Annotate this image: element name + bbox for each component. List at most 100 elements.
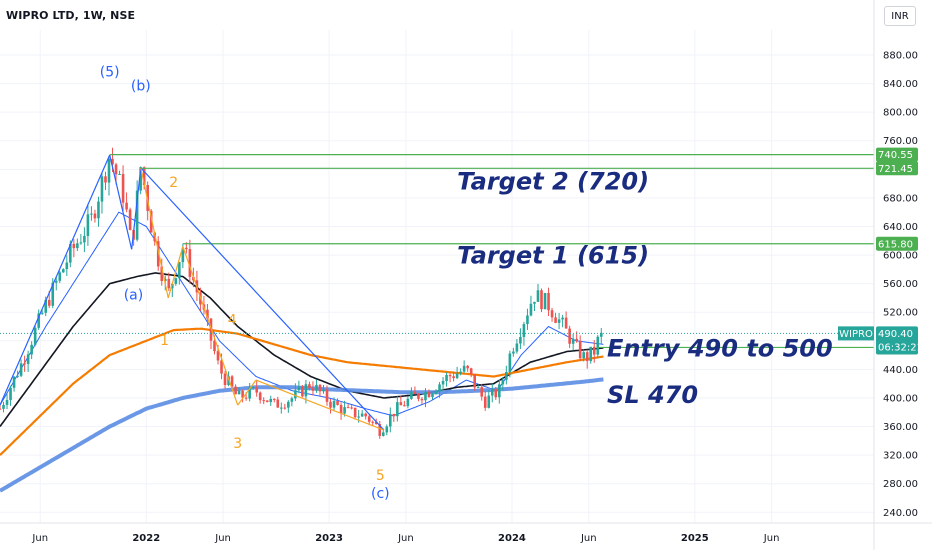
time-tick-label: Jun bbox=[397, 533, 414, 544]
candle-body bbox=[505, 372, 508, 380]
candle-body bbox=[156, 241, 160, 267]
grid bbox=[0, 30, 874, 523]
candle-body bbox=[550, 310, 554, 318]
candle-body bbox=[47, 299, 51, 306]
candle-body bbox=[44, 299, 48, 313]
candle-body bbox=[466, 365, 469, 369]
candle-body bbox=[410, 391, 413, 399]
candle-body bbox=[522, 324, 526, 337]
candle-body bbox=[385, 426, 389, 433]
trendline-blue bbox=[109, 154, 133, 250]
candle-body bbox=[599, 332, 603, 337]
candle-body bbox=[118, 173, 121, 175]
candle-body bbox=[244, 397, 248, 399]
candle-body bbox=[353, 407, 357, 418]
price-axis[interactable]: 880.00840.00800.00760.00720.00680.00640.… bbox=[838, 0, 923, 550]
candle-body bbox=[564, 317, 568, 329]
candle-body bbox=[399, 402, 403, 406]
last-price-tag bbox=[876, 326, 918, 355]
trendlines bbox=[0, 154, 385, 431]
candle-body bbox=[83, 235, 86, 243]
candle-body bbox=[448, 374, 452, 377]
candle-body bbox=[367, 416, 371, 422]
candle-body bbox=[350, 407, 353, 409]
candle-body bbox=[417, 393, 420, 399]
candle-body bbox=[329, 401, 332, 408]
candle-body bbox=[396, 402, 399, 417]
candle-body bbox=[76, 243, 79, 249]
candle-body bbox=[79, 242, 83, 244]
candle-body bbox=[483, 396, 487, 408]
time-tick-label: 2023 bbox=[315, 533, 343, 544]
candle-body bbox=[262, 400, 266, 402]
level-615-tag-label: 615.80 bbox=[878, 239, 913, 250]
candle-body bbox=[455, 373, 459, 379]
candle-body bbox=[51, 282, 55, 306]
candle-body bbox=[473, 374, 476, 388]
wave-label: 5 bbox=[376, 468, 385, 484]
candle-body bbox=[459, 371, 462, 374]
candle-body bbox=[480, 387, 484, 397]
time-axis[interactable]: Jun 2022 Jun 2023 Jun 2024 Jun 2025 Jun bbox=[0, 522, 932, 544]
time-tick-label: 2024 bbox=[498, 533, 526, 544]
symbol-tag-label: WIPRO bbox=[839, 329, 873, 340]
candle-body bbox=[230, 376, 234, 387]
candle-body bbox=[58, 272, 62, 281]
candle-body bbox=[149, 210, 153, 233]
candle-body bbox=[540, 290, 543, 310]
candle-body bbox=[128, 209, 132, 230]
level-740-tag bbox=[876, 147, 918, 162]
price-tick-label: 400.00 bbox=[883, 393, 918, 404]
candle-body bbox=[104, 176, 107, 183]
candle-body bbox=[69, 243, 72, 263]
time-tick-label: Jun bbox=[763, 533, 780, 544]
candle-body bbox=[304, 384, 308, 397]
candle-body bbox=[114, 164, 118, 175]
candle-body bbox=[571, 338, 575, 344]
candle-body bbox=[374, 421, 378, 425]
currency-button[interactable]: INR bbox=[884, 6, 916, 26]
last-price-label: 490.40 bbox=[878, 329, 913, 340]
candle-body bbox=[498, 384, 501, 398]
candle-body bbox=[97, 201, 100, 219]
candle-body bbox=[322, 389, 325, 392]
candle-body bbox=[174, 278, 178, 284]
price-tick-label: 280.00 bbox=[883, 479, 918, 490]
candle-body bbox=[582, 352, 585, 359]
candle-body bbox=[272, 398, 276, 400]
candle-body bbox=[107, 159, 111, 183]
candle-body bbox=[424, 391, 427, 401]
candle-body bbox=[308, 384, 311, 389]
candle-body bbox=[178, 262, 181, 279]
candle-body bbox=[223, 373, 227, 386]
candles bbox=[0, 147, 603, 439]
candle-body bbox=[12, 376, 16, 388]
candle-body bbox=[23, 363, 26, 365]
candle-body bbox=[170, 283, 174, 289]
candle-body bbox=[255, 387, 258, 393]
candle-body bbox=[519, 336, 522, 344]
price-tick-label: 800.00 bbox=[883, 108, 918, 119]
candle-body bbox=[431, 393, 434, 398]
candle-body bbox=[318, 384, 322, 392]
time-tick-label: 2025 bbox=[681, 533, 709, 544]
candle-body bbox=[2, 404, 5, 409]
level-721-tag-label: 721.45 bbox=[878, 164, 913, 175]
candle-body bbox=[403, 405, 406, 407]
candle-body bbox=[381, 432, 385, 436]
candle-body bbox=[413, 391, 417, 394]
candle-body bbox=[332, 401, 336, 408]
candle-body bbox=[339, 404, 343, 414]
candle-body bbox=[188, 249, 192, 277]
candle-body bbox=[160, 266, 164, 282]
wave-label: (5) bbox=[100, 64, 120, 80]
candle-body bbox=[276, 399, 280, 408]
symbol-tag bbox=[838, 326, 874, 341]
candle-body bbox=[469, 368, 473, 375]
candle-body bbox=[269, 398, 273, 403]
trendline-orange bbox=[237, 379, 257, 406]
candle-body bbox=[357, 416, 360, 418]
candle-body bbox=[554, 317, 557, 323]
candle-body bbox=[529, 303, 533, 316]
